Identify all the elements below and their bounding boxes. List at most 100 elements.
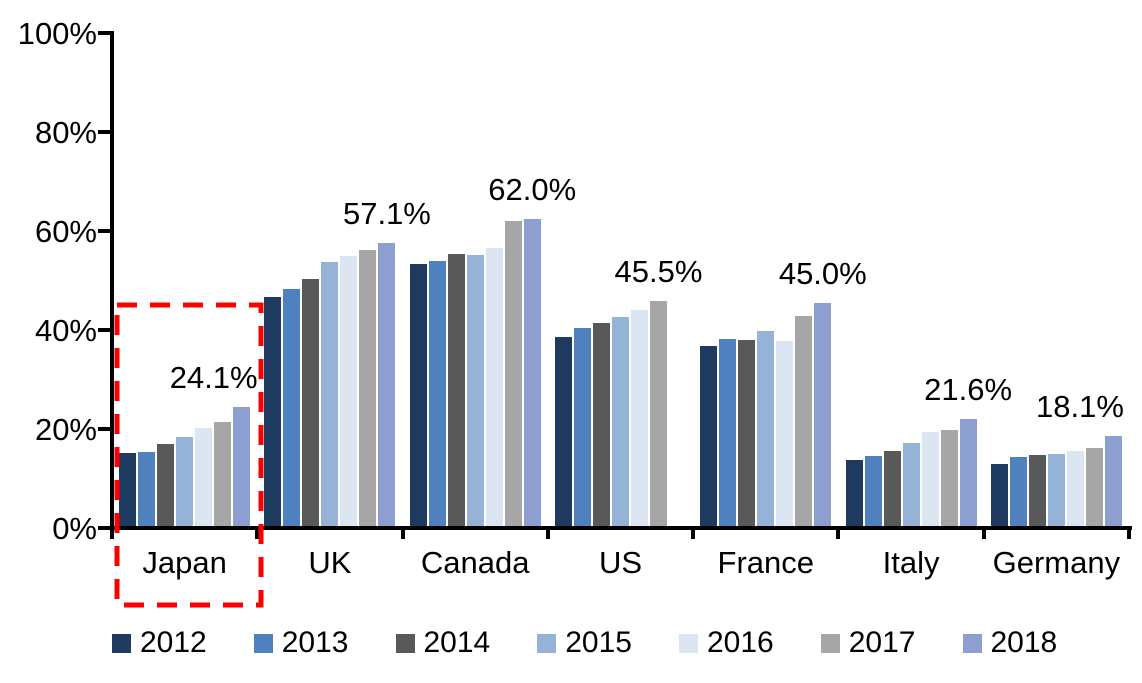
data-label-france: 45.0% [778,256,867,292]
bar-canada-2012 [409,263,427,526]
bar-group-italy [838,419,983,526]
bar-uk-2017 [359,250,377,526]
bar-canada-2013 [428,261,446,526]
x-axis-tick [836,526,841,539]
bar-japan-2014 [157,444,175,526]
bar-group-japan [112,406,257,526]
y-axis-tick-label: 0% [52,511,97,546]
data-label-italy: 21.6% [924,372,1013,408]
y-axis-line [110,31,114,530]
bar-germany-2014 [1028,455,1046,526]
legend-item-2014: 2014 [395,626,491,659]
legend-swatch-2012 [112,633,131,653]
bar-us-2013 [573,328,591,526]
y-axis-tick-label: 60% [34,214,97,249]
legend-item-2017: 2017 [820,626,916,659]
legend-item-2012: 2012 [112,628,207,658]
bar-japan-2016 [195,428,213,526]
bar-japan-2015 [176,436,194,526]
y-axis-tick [98,526,114,530]
legend-label: 2016 [707,626,774,659]
bar-italy-2018 [959,419,977,526]
data-label-germany: 18.1% [1036,389,1124,425]
legend-swatch-2018 [962,633,982,653]
legend-swatch-2016 [679,633,698,653]
y-axis-tick [98,229,114,233]
x-axis-tick [1127,526,1131,539]
category-label-france: France [717,545,815,580]
x-axis-tick [691,526,696,539]
y-axis-tick-label: 80% [34,115,97,150]
bar-france-2012 [700,345,718,526]
bar-germany-2015 [1047,453,1065,526]
y-axis-tick [98,130,114,134]
bar-france-2014 [738,339,756,526]
x-axis-line [110,526,1132,530]
bar-italy-2013 [864,456,882,526]
bar-us-2012 [554,336,572,526]
bar-uk-2013 [283,289,301,526]
bar-italy-2017 [940,430,958,526]
bar-italy-2015 [902,442,920,526]
bar-france-2013 [719,339,737,526]
bar-japan-2013 [138,451,156,526]
y-axis-tick-label: 20% [34,412,97,447]
bar-canada-2017 [504,220,522,526]
legend-item-2018: 2018 [962,628,1057,658]
data-label-canada: 62.0% [488,172,577,208]
bar-uk-2016 [340,256,358,526]
y-axis-tick [98,427,114,431]
bar-uk-2018 [378,243,396,526]
bar-group-canada [403,219,548,526]
bar-germany-2018 [1104,436,1122,526]
bar-uk-2014 [302,278,320,526]
category-label-germany: Germany [992,545,1121,580]
x-axis-tick [545,526,550,539]
category-label-italy: Italy [882,545,940,580]
x-axis-tick [255,526,260,539]
legend-swatch-2013 [253,633,273,653]
bar-france-2018 [814,303,832,526]
bar-us-2017 [649,300,667,526]
bar-japan-2017 [214,422,232,526]
x-axis-tick [981,526,986,539]
data-label-uk: 57.1% [342,196,431,232]
y-axis-tick [98,31,114,35]
bar-canada-2014 [447,253,465,526]
bar-group-us [548,300,693,526]
legend-label: 2017 [848,626,916,659]
category-label-uk: UK [308,545,352,580]
legend-item-2016: 2016 [679,628,774,658]
legend-label: 2013 [281,626,349,659]
legend-label: 2012 [140,626,207,659]
legend: 2012 2013 2014 2015 2016 2017 2018 [112,628,1057,658]
legend-label: 2015 [565,626,632,659]
y-axis-tick-label: 40% [34,313,97,348]
bar-france-2016 [776,341,794,526]
bar-group-germany [984,436,1129,526]
data-label-us: 45.5% [614,253,703,289]
bar-group-uk [257,243,402,526]
bar-germany-2017 [1085,447,1103,526]
data-label-japan: 24.1% [169,359,258,395]
bar-uk-2015 [321,262,339,526]
y-axis-tick [98,328,114,332]
bar-uk-2012 [264,296,282,526]
bar-france-2015 [757,331,775,526]
y-axis-tick-label: 100% [17,16,97,51]
bar-japan-2018 [233,406,251,526]
legend-label: 2014 [423,626,491,659]
legend-swatch-2014 [395,633,415,653]
bar-france-2017 [795,316,813,526]
bar-us-2016 [630,310,648,526]
bar-italy-2016 [921,431,939,526]
bar-canada-2018 [523,219,541,526]
category-label-us: US [598,545,643,580]
bar-japan-2012 [119,452,137,526]
x-axis-tick [110,526,114,539]
bar-us-2015 [611,317,629,526]
bar-germany-2016 [1066,450,1084,526]
legend-item-2015: 2015 [537,628,632,658]
bar-canada-2016 [485,247,503,526]
